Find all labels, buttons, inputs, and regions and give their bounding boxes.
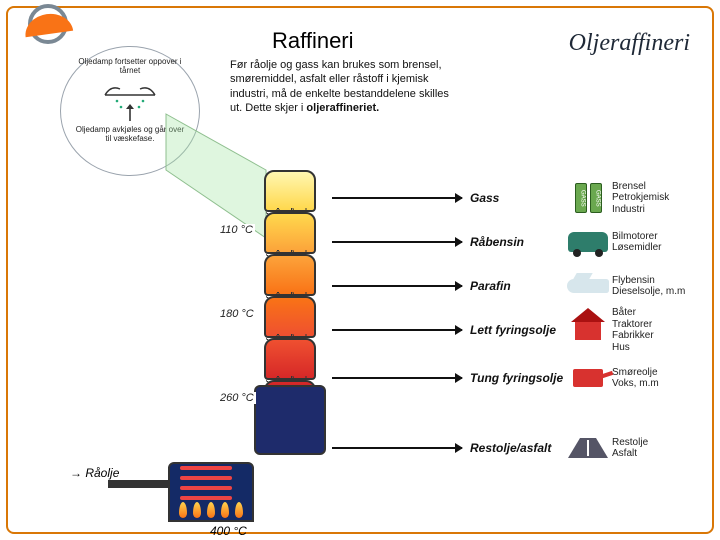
tower-segment: [264, 254, 316, 296]
uses-text: BåterTraktorerFabrikkerHus: [612, 307, 700, 353]
tower-segment: [264, 296, 316, 338]
distillation-tower: [250, 170, 330, 455]
arrow-icon: [332, 447, 462, 449]
section-title: Raffineri: [272, 28, 354, 54]
output-row: Lett fyringsolje BåterTraktorerFabrikkerH…: [332, 310, 700, 350]
plane-icon: [564, 268, 612, 304]
oilcan-icon: [564, 360, 612, 396]
arrow-icon: [332, 329, 462, 331]
fraction-label: Råbensin: [470, 235, 564, 249]
callout-diagram-icon: [95, 77, 165, 123]
uses-text: BilmotorerLøsemidler: [612, 231, 700, 254]
intro-bold: oljeraffineriet.: [306, 102, 379, 114]
page-title: Oljeraffineri: [569, 30, 690, 57]
arrow-icon: [332, 285, 462, 287]
uses-text: RestoljeAsfalt: [612, 437, 700, 460]
fraction-label: Gass: [470, 191, 564, 205]
uses-text: SmøreoljeVoks, m.m: [612, 367, 700, 390]
uses-text: BrenselPetrokjemisk Industri: [612, 181, 700, 216]
fraction-label: Parafin: [470, 279, 564, 293]
tower-segment: [264, 338, 316, 380]
tower-segment: [264, 170, 316, 212]
uses-text: FlybensinDieselsolje, m.m: [612, 275, 700, 298]
callout-top-text: Oljedamp fortsetter oppover i tårnet: [73, 57, 187, 75]
temp-label: 260 °C: [218, 392, 256, 404]
output-row: Restolje/asfalt RestoljeAsfalt: [332, 428, 700, 468]
arrow-icon: [332, 197, 462, 199]
temp-label: 110 °C: [218, 224, 255, 236]
flames-icon: [176, 502, 246, 520]
furnace-temp: 400 °C: [210, 524, 247, 538]
output-row: Tung fyringsolje SmøreoljeVoks, m.m: [332, 358, 700, 398]
input-label: → Råolje: [70, 466, 119, 480]
output-row: Parafin FlybensinDieselsolje, m.m: [332, 266, 700, 306]
input-label-text: Råolje: [85, 466, 119, 480]
input-pipe: [108, 480, 170, 488]
output-row: GassGASSGASSBrenselPetrokjemisk Industri: [332, 178, 700, 218]
temp-label: 180 °C: [218, 308, 256, 320]
fraction-label: Lett fyringsolje: [470, 323, 564, 337]
output-row: Råbensin BilmotorerLøsemidler: [332, 222, 700, 262]
intro-text: Før råolje og gass kan brukes som brense…: [230, 58, 460, 115]
fraction-label: Tung fyringsolje: [470, 371, 564, 385]
brand-logo: [24, 0, 72, 48]
tower-segment: [264, 212, 316, 254]
road-icon: [564, 430, 612, 466]
arrow-icon: [332, 377, 462, 379]
fraction-label: Restolje/asfalt: [470, 441, 564, 455]
car-icon: [564, 224, 612, 260]
tower-base: [254, 385, 326, 455]
house-icon: [564, 312, 612, 348]
arrow-icon: [332, 241, 462, 243]
gas-icon: GASSGASS: [564, 180, 612, 216]
